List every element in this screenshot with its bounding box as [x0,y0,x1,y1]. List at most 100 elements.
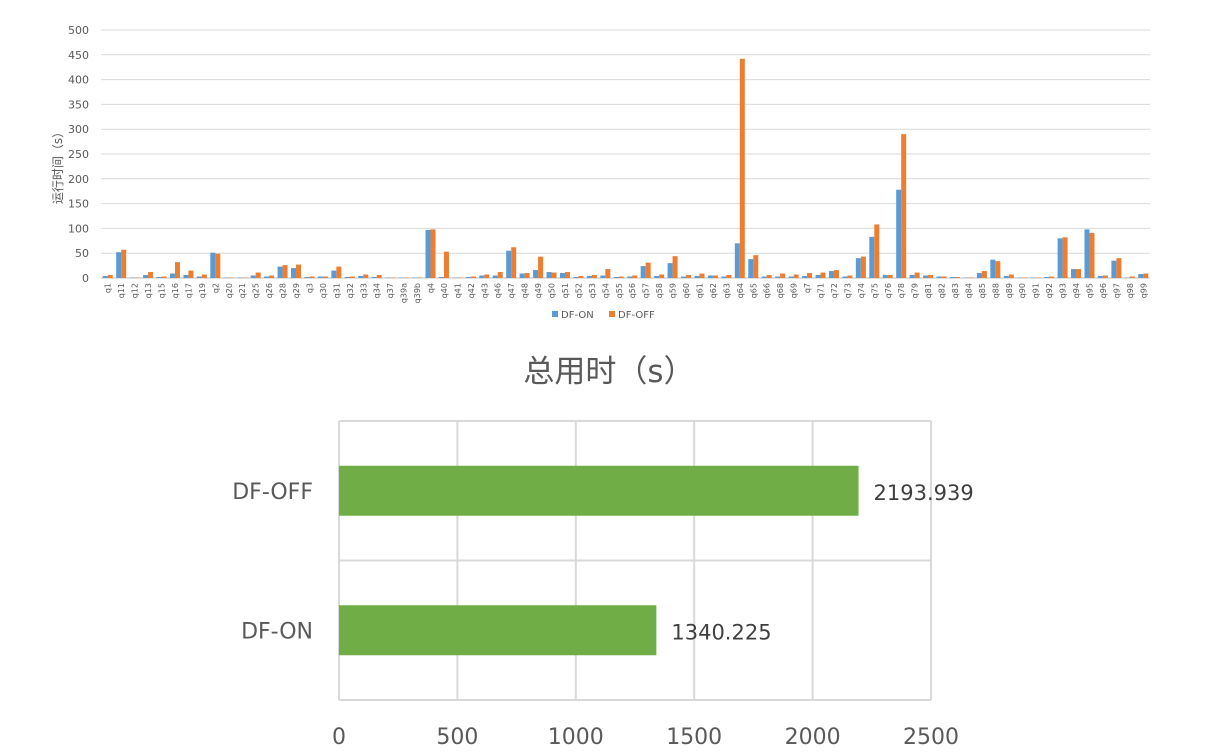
c1-x-tick-label: q52 [574,283,583,298]
c1-y-tick-label: 0 [82,272,89,285]
c1-x-tick-label: q41 [453,283,462,298]
c1-bar-DF-OFF-q74 [860,256,866,278]
c1-bar-DF-OFF-q30 [322,276,328,278]
c1-bar-DF-ON-q46 [492,275,498,278]
c1-bar-DF-OFF-q47 [511,247,517,278]
c1-x-tick-label: q84 [964,283,973,298]
c1-x-tick-label: q95 [1085,283,1094,298]
c1-x-tick-label: q79 [911,283,920,298]
c1-bar-DF-OFF-q15 [161,276,167,278]
c1-bar-DF-OFF-q97 [1116,258,1122,278]
c1-bar-DF-ON-q93 [1057,238,1063,278]
c1-bar-DF-OFF-q48 [524,273,530,278]
c1-x-tick-label: q50 [548,283,557,298]
c1-bar-DF-ON-q15 [156,277,162,278]
c1-x-tick-label: q96 [1099,283,1108,298]
c1-x-tick-label: q94 [1072,283,1081,298]
c1-bar-DF-OFF-q92 [1049,276,1055,278]
c1-bar-DF-OFF-q75 [874,224,880,278]
c1-x-tick-label: q21 [238,283,247,298]
c1-bar-DF-OFF-q51 [564,272,570,278]
c1-bar-DF-ON-q25 [250,275,256,278]
c1-bar-DF-OFF-q76 [887,275,893,278]
c1-x-tick-label: q81 [924,283,933,298]
c1-bar-DF-ON-q64 [734,243,740,278]
c1-x-tick-label: q20 [225,283,234,298]
c1-legend-swatch [552,311,558,317]
c1-bar-DF-OFF-q40 [443,251,449,278]
c1-x-tick-label: q56 [628,283,637,298]
c1-bar-DF-ON-q62 [707,275,713,278]
c1-bar-DF-ON-q33 [358,276,364,278]
c1-bar-DF-OFF-q66 [766,275,772,278]
c1-x-tick-label: q89 [1005,283,1014,298]
c1-bar-DF-OFF-q25 [255,272,261,278]
c1-x-tick-label: q37 [386,283,395,298]
c1-bar-DF-ON-q75 [869,236,875,278]
c1-bar-DF-ON-q71 [815,275,821,278]
c1-y-tick-label: 400 [68,74,89,87]
c1-x-tick-label: q39b [413,283,422,303]
c1-x-tick-label: q61 [695,283,704,298]
c1-bar-DF-ON-q92 [1044,277,1050,278]
c1-x-tick-label: q43 [480,283,489,298]
c1-bar-DF-ON-q83 [949,277,955,278]
c1-x-tick-label: q25 [252,283,261,298]
c1-x-tick-label: q34 [373,283,382,298]
c1-bar-DF-OFF-q2 [215,253,221,278]
c1-bar-DF-OFF-q68 [780,273,786,278]
c1-x-tick-label: q12 [131,283,140,298]
c1-bar-DF-OFF-q19 [201,274,207,278]
c1-bar-DF-OFF-q72 [833,270,839,278]
c1-x-tick-label: q55 [615,283,624,298]
c1-bar-DF-ON-q65 [748,259,754,278]
c1-bar-DF-OFF-q64 [739,58,745,278]
c1-bar-DF-ON-q74 [855,258,861,278]
c1-bar-DF-ON-q2 [210,252,216,278]
c1-bar-DF-OFF-q89 [1008,274,1014,278]
c1-bar-DF-ON-q58 [654,276,660,278]
c2-y-axis: DF-OFF DF-ON [232,480,313,645]
c1-bar-DF-OFF-q73 [847,275,853,278]
c1-bar-DF-OFF-q1 [107,275,113,278]
c2-bar-DF-ON [339,605,657,656]
c1-y-tick-label: 500 [68,24,89,37]
c1-x-tick-label: q98 [1126,283,1135,298]
c1-x-tick-label: q92 [1045,283,1054,298]
c1-x-tick-label: q69 [790,283,799,298]
c1-bar-DF-ON-q61 [694,276,700,278]
c1-bar-DF-OFF-q34 [376,275,382,278]
c1-bar-DF-ON-q30 [317,276,323,278]
c1-bar-DF-ON-q48 [519,273,525,278]
c1-x-tick-label: q31 [332,283,341,298]
c1-bar-DF-ON-q17 [183,275,189,278]
c1-x-tick-label: q49 [534,283,543,298]
c1-bar-DF-ON-q26 [264,276,270,278]
c1-legend-swatch [609,311,615,317]
c1-bar-DF-ON-q3 [304,277,310,278]
c1-bar-DF-ON-q52 [573,277,579,278]
c2-category-label: DF-ON [241,619,313,644]
c1-x-tick-label: q62 [709,283,718,298]
c1-bar-DF-OFF-q93 [1062,237,1068,278]
c1-x-tick-label: q59 [669,283,678,298]
c1-x-tick-label: q73 [843,283,852,298]
c1-x-tick-label: q97 [1112,283,1121,298]
c1-bar-DF-OFF-q3 [309,276,315,278]
c1-x-tick-label: q57 [642,283,651,298]
c1-bar-DF-OFF-q33 [363,274,369,278]
c1-legend-label: DF-ON [561,310,594,321]
c1-y-axis-label: 运行时间（s） [51,126,65,204]
c1-bar-DF-OFF-q43 [484,274,490,278]
c1-bar-DF-OFF-q58 [659,274,665,278]
c1-x-tick-label: q13 [144,283,153,298]
c1-bar-DF-ON-q63 [721,276,727,278]
c2-data-label: 2193.939 [874,481,974,505]
c1-x-tick-label: q60 [682,283,691,298]
c2-x-tick-label: 0 [332,725,346,750]
c1-x-tick-label: q68 [776,283,785,298]
c1-bar-DF-ON-q72 [828,271,834,278]
c1-bar-DF-OFF-q83 [954,277,960,278]
c1-bar-DF-OFF-q11 [121,249,127,278]
c1-bar-DF-ON-q97 [1111,260,1117,278]
